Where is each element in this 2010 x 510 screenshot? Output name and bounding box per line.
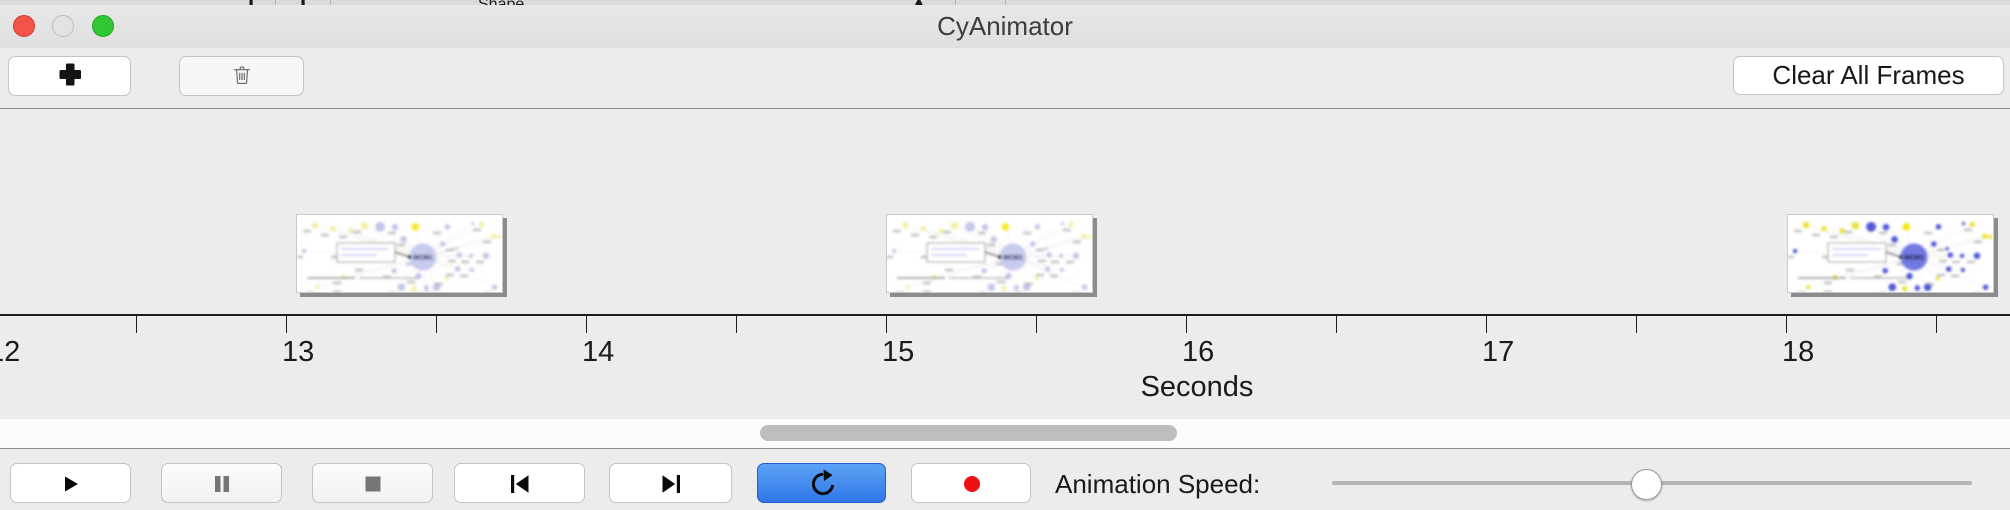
svg-text:MCM1: MCM1 xyxy=(1904,255,1924,262)
svg-text:MCM1: MCM1 xyxy=(1003,255,1023,262)
svg-text:MCM1: MCM1 xyxy=(413,255,433,262)
